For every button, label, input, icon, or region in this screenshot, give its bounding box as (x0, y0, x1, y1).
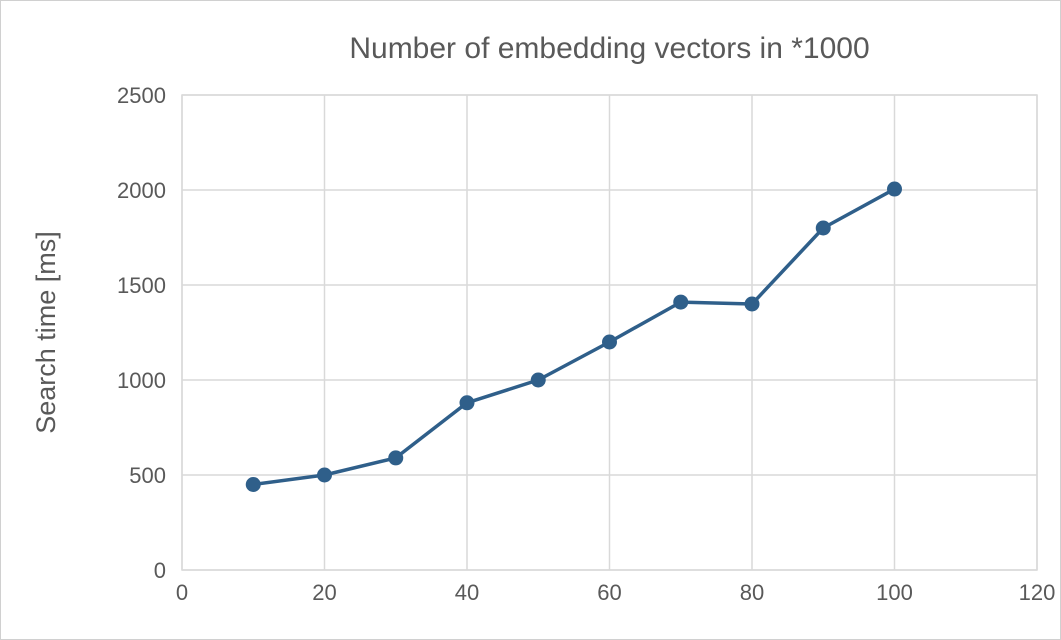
y-tick-label: 1000 (117, 368, 166, 393)
data-marker (602, 335, 617, 350)
x-tick-label: 0 (176, 580, 188, 605)
data-marker (816, 221, 831, 236)
x-tick-label: 20 (312, 580, 336, 605)
y-tick-label: 1500 (117, 273, 166, 298)
y-tick-label: 2500 (117, 83, 166, 108)
data-marker (745, 297, 760, 312)
data-marker (388, 450, 403, 465)
chart-container: 0 20 40 60 80 100 120 0 500 1000 1500 2000 2500 Numbe… (0, 0, 1061, 640)
data-marker (673, 295, 688, 310)
chart-title: Number of embedding vectors in *1000 (349, 32, 869, 65)
x-tick-label: 100 (876, 580, 913, 605)
data-marker (887, 182, 902, 197)
y-tick-label: 0 (154, 558, 166, 583)
x-tick-label: 120 (1019, 580, 1056, 605)
x-tick-label: 40 (455, 580, 479, 605)
x-tick-label: 80 (740, 580, 764, 605)
data-marker (531, 373, 546, 388)
chart-svg: 0 20 40 60 80 100 120 0 500 1000 1500 2000 2500 Numbe… (0, 0, 1061, 640)
x-tick-label: 60 (597, 580, 621, 605)
data-marker (246, 477, 261, 492)
data-marker (460, 395, 475, 410)
data-marker (317, 468, 332, 483)
y-axis-label: Search time [ms] (31, 231, 61, 434)
y-tick-label: 2000 (117, 178, 166, 203)
y-tick-label: 500 (129, 463, 166, 488)
